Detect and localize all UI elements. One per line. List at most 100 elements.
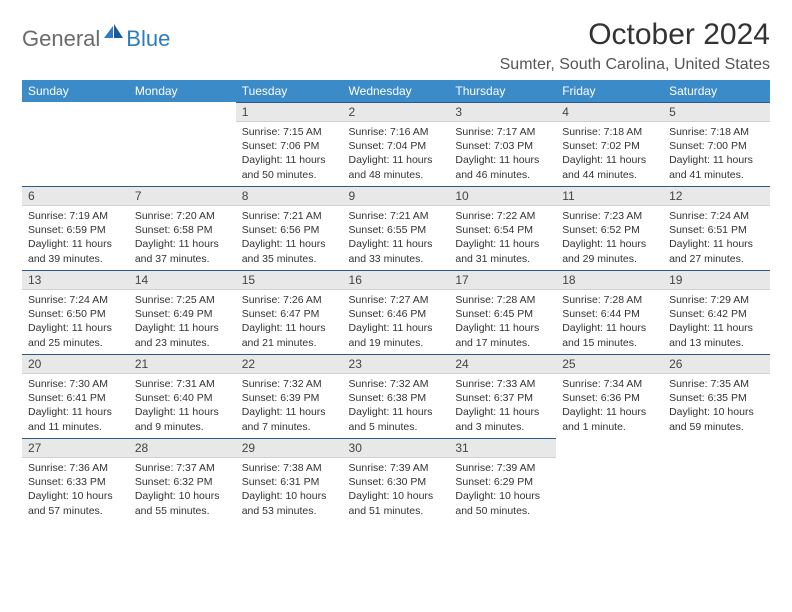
calendar-body: 1Sunrise: 7:15 AMSunset: 7:06 PMDaylight… bbox=[22, 102, 770, 522]
day-details: Sunrise: 7:26 AMSunset: 6:47 PMDaylight:… bbox=[236, 290, 343, 354]
calendar-cell bbox=[663, 438, 770, 522]
calendar-cell: 11Sunrise: 7:23 AMSunset: 6:52 PMDayligh… bbox=[556, 186, 663, 270]
day-details: Sunrise: 7:32 AMSunset: 6:38 PMDaylight:… bbox=[343, 374, 450, 438]
day-details: Sunrise: 7:24 AMSunset: 6:51 PMDaylight:… bbox=[663, 206, 770, 270]
day-cell: 31Sunrise: 7:39 AMSunset: 6:29 PMDayligh… bbox=[449, 438, 556, 522]
day-cell: 6Sunrise: 7:19 AMSunset: 6:59 PMDaylight… bbox=[22, 186, 129, 270]
weekday-header: Thursday bbox=[449, 80, 556, 102]
calendar-cell: 18Sunrise: 7:28 AMSunset: 6:44 PMDayligh… bbox=[556, 270, 663, 354]
day-cell: 11Sunrise: 7:23 AMSunset: 6:52 PMDayligh… bbox=[556, 186, 663, 270]
day-details: Sunrise: 7:16 AMSunset: 7:04 PMDaylight:… bbox=[343, 122, 450, 186]
location: Sumter, South Carolina, United States bbox=[500, 56, 770, 74]
weekday-header: Tuesday bbox=[236, 80, 343, 102]
day-number: 24 bbox=[449, 354, 556, 374]
day-cell: 2Sunrise: 7:16 AMSunset: 7:04 PMDaylight… bbox=[343, 102, 450, 186]
day-number: 25 bbox=[556, 354, 663, 374]
day-details: Sunrise: 7:28 AMSunset: 6:44 PMDaylight:… bbox=[556, 290, 663, 354]
day-number: 6 bbox=[22, 186, 129, 206]
calendar-cell: 28Sunrise: 7:37 AMSunset: 6:32 PMDayligh… bbox=[129, 438, 236, 522]
month-title: October 2024 bbox=[500, 18, 770, 52]
day-details: Sunrise: 7:33 AMSunset: 6:37 PMDaylight:… bbox=[449, 374, 556, 438]
day-details: Sunrise: 7:21 AMSunset: 6:55 PMDaylight:… bbox=[343, 206, 450, 270]
calendar-table: SundayMondayTuesdayWednesdayThursdayFrid… bbox=[22, 80, 770, 522]
day-details: Sunrise: 7:31 AMSunset: 6:40 PMDaylight:… bbox=[129, 374, 236, 438]
day-cell: 24Sunrise: 7:33 AMSunset: 6:37 PMDayligh… bbox=[449, 354, 556, 438]
day-details: Sunrise: 7:17 AMSunset: 7:03 PMDaylight:… bbox=[449, 122, 556, 186]
day-number: 4 bbox=[556, 102, 663, 122]
day-number: 7 bbox=[129, 186, 236, 206]
day-cell: 25Sunrise: 7:34 AMSunset: 6:36 PMDayligh… bbox=[556, 354, 663, 438]
day-details: Sunrise: 7:34 AMSunset: 6:36 PMDaylight:… bbox=[556, 374, 663, 438]
logo-text-blue: Blue bbox=[126, 26, 170, 52]
day-cell: 28Sunrise: 7:37 AMSunset: 6:32 PMDayligh… bbox=[129, 438, 236, 522]
weekday-header: Friday bbox=[556, 80, 663, 102]
calendar-cell: 10Sunrise: 7:22 AMSunset: 6:54 PMDayligh… bbox=[449, 186, 556, 270]
day-cell: 19Sunrise: 7:29 AMSunset: 6:42 PMDayligh… bbox=[663, 270, 770, 354]
day-details: Sunrise: 7:15 AMSunset: 7:06 PMDaylight:… bbox=[236, 122, 343, 186]
day-number: 12 bbox=[663, 186, 770, 206]
calendar-cell: 13Sunrise: 7:24 AMSunset: 6:50 PMDayligh… bbox=[22, 270, 129, 354]
day-cell: 27Sunrise: 7:36 AMSunset: 6:33 PMDayligh… bbox=[22, 438, 129, 522]
calendar-cell: 24Sunrise: 7:33 AMSunset: 6:37 PMDayligh… bbox=[449, 354, 556, 438]
day-details: Sunrise: 7:35 AMSunset: 6:35 PMDaylight:… bbox=[663, 374, 770, 438]
calendar-cell: 14Sunrise: 7:25 AMSunset: 6:49 PMDayligh… bbox=[129, 270, 236, 354]
calendar-cell: 1Sunrise: 7:15 AMSunset: 7:06 PMDaylight… bbox=[236, 102, 343, 186]
day-number: 21 bbox=[129, 354, 236, 374]
day-details: Sunrise: 7:32 AMSunset: 6:39 PMDaylight:… bbox=[236, 374, 343, 438]
weekday-header: Sunday bbox=[22, 80, 129, 102]
day-cell: 17Sunrise: 7:28 AMSunset: 6:45 PMDayligh… bbox=[449, 270, 556, 354]
day-details: Sunrise: 7:18 AMSunset: 7:00 PMDaylight:… bbox=[663, 122, 770, 186]
calendar-cell: 20Sunrise: 7:30 AMSunset: 6:41 PMDayligh… bbox=[22, 354, 129, 438]
day-cell: 8Sunrise: 7:21 AMSunset: 6:56 PMDaylight… bbox=[236, 186, 343, 270]
day-cell: 5Sunrise: 7:18 AMSunset: 7:00 PMDaylight… bbox=[663, 102, 770, 186]
calendar-row: 13Sunrise: 7:24 AMSunset: 6:50 PMDayligh… bbox=[22, 270, 770, 354]
day-details: Sunrise: 7:24 AMSunset: 6:50 PMDaylight:… bbox=[22, 290, 129, 354]
logo: General Blue bbox=[22, 18, 170, 53]
weekday-header: Saturday bbox=[663, 80, 770, 102]
day-cell: 14Sunrise: 7:25 AMSunset: 6:49 PMDayligh… bbox=[129, 270, 236, 354]
day-cell: 20Sunrise: 7:30 AMSunset: 6:41 PMDayligh… bbox=[22, 354, 129, 438]
day-details: Sunrise: 7:37 AMSunset: 6:32 PMDaylight:… bbox=[129, 458, 236, 522]
calendar-cell: 4Sunrise: 7:18 AMSunset: 7:02 PMDaylight… bbox=[556, 102, 663, 186]
logo-text-general: General bbox=[22, 26, 100, 52]
day-details: Sunrise: 7:27 AMSunset: 6:46 PMDaylight:… bbox=[343, 290, 450, 354]
day-details: Sunrise: 7:18 AMSunset: 7:02 PMDaylight:… bbox=[556, 122, 663, 186]
day-cell: 16Sunrise: 7:27 AMSunset: 6:46 PMDayligh… bbox=[343, 270, 450, 354]
day-number: 13 bbox=[22, 270, 129, 290]
day-number: 19 bbox=[663, 270, 770, 290]
day-number: 30 bbox=[343, 438, 450, 458]
day-details: Sunrise: 7:21 AMSunset: 6:56 PMDaylight:… bbox=[236, 206, 343, 270]
day-number: 29 bbox=[236, 438, 343, 458]
day-cell: 18Sunrise: 7:28 AMSunset: 6:44 PMDayligh… bbox=[556, 270, 663, 354]
day-cell: 3Sunrise: 7:17 AMSunset: 7:03 PMDaylight… bbox=[449, 102, 556, 186]
calendar-row: 20Sunrise: 7:30 AMSunset: 6:41 PMDayligh… bbox=[22, 354, 770, 438]
calendar-cell: 16Sunrise: 7:27 AMSunset: 6:46 PMDayligh… bbox=[343, 270, 450, 354]
calendar-page: General Blue October 2024 Sumter, South … bbox=[0, 0, 792, 540]
calendar-cell: 2Sunrise: 7:16 AMSunset: 7:04 PMDaylight… bbox=[343, 102, 450, 186]
calendar-cell: 19Sunrise: 7:29 AMSunset: 6:42 PMDayligh… bbox=[663, 270, 770, 354]
day-number: 16 bbox=[343, 270, 450, 290]
day-cell: 9Sunrise: 7:21 AMSunset: 6:55 PMDaylight… bbox=[343, 186, 450, 270]
calendar-cell: 7Sunrise: 7:20 AMSunset: 6:58 PMDaylight… bbox=[129, 186, 236, 270]
day-cell: 10Sunrise: 7:22 AMSunset: 6:54 PMDayligh… bbox=[449, 186, 556, 270]
calendar-cell: 9Sunrise: 7:21 AMSunset: 6:55 PMDaylight… bbox=[343, 186, 450, 270]
day-details: Sunrise: 7:22 AMSunset: 6:54 PMDaylight:… bbox=[449, 206, 556, 270]
day-cell: 1Sunrise: 7:15 AMSunset: 7:06 PMDaylight… bbox=[236, 102, 343, 186]
day-details: Sunrise: 7:29 AMSunset: 6:42 PMDaylight:… bbox=[663, 290, 770, 354]
calendar-cell: 6Sunrise: 7:19 AMSunset: 6:59 PMDaylight… bbox=[22, 186, 129, 270]
calendar-row: 1Sunrise: 7:15 AMSunset: 7:06 PMDaylight… bbox=[22, 102, 770, 186]
day-details: Sunrise: 7:20 AMSunset: 6:58 PMDaylight:… bbox=[129, 206, 236, 270]
day-cell: 12Sunrise: 7:24 AMSunset: 6:51 PMDayligh… bbox=[663, 186, 770, 270]
day-cell: 26Sunrise: 7:35 AMSunset: 6:35 PMDayligh… bbox=[663, 354, 770, 438]
calendar-cell: 31Sunrise: 7:39 AMSunset: 6:29 PMDayligh… bbox=[449, 438, 556, 522]
day-number: 23 bbox=[343, 354, 450, 374]
day-cell: 30Sunrise: 7:39 AMSunset: 6:30 PMDayligh… bbox=[343, 438, 450, 522]
day-details: Sunrise: 7:39 AMSunset: 6:29 PMDaylight:… bbox=[449, 458, 556, 522]
day-cell: 29Sunrise: 7:38 AMSunset: 6:31 PMDayligh… bbox=[236, 438, 343, 522]
day-cell: 21Sunrise: 7:31 AMSunset: 6:40 PMDayligh… bbox=[129, 354, 236, 438]
day-number: 10 bbox=[449, 186, 556, 206]
day-number: 15 bbox=[236, 270, 343, 290]
day-number: 28 bbox=[129, 438, 236, 458]
calendar-cell: 22Sunrise: 7:32 AMSunset: 6:39 PMDayligh… bbox=[236, 354, 343, 438]
calendar-cell: 8Sunrise: 7:21 AMSunset: 6:56 PMDaylight… bbox=[236, 186, 343, 270]
